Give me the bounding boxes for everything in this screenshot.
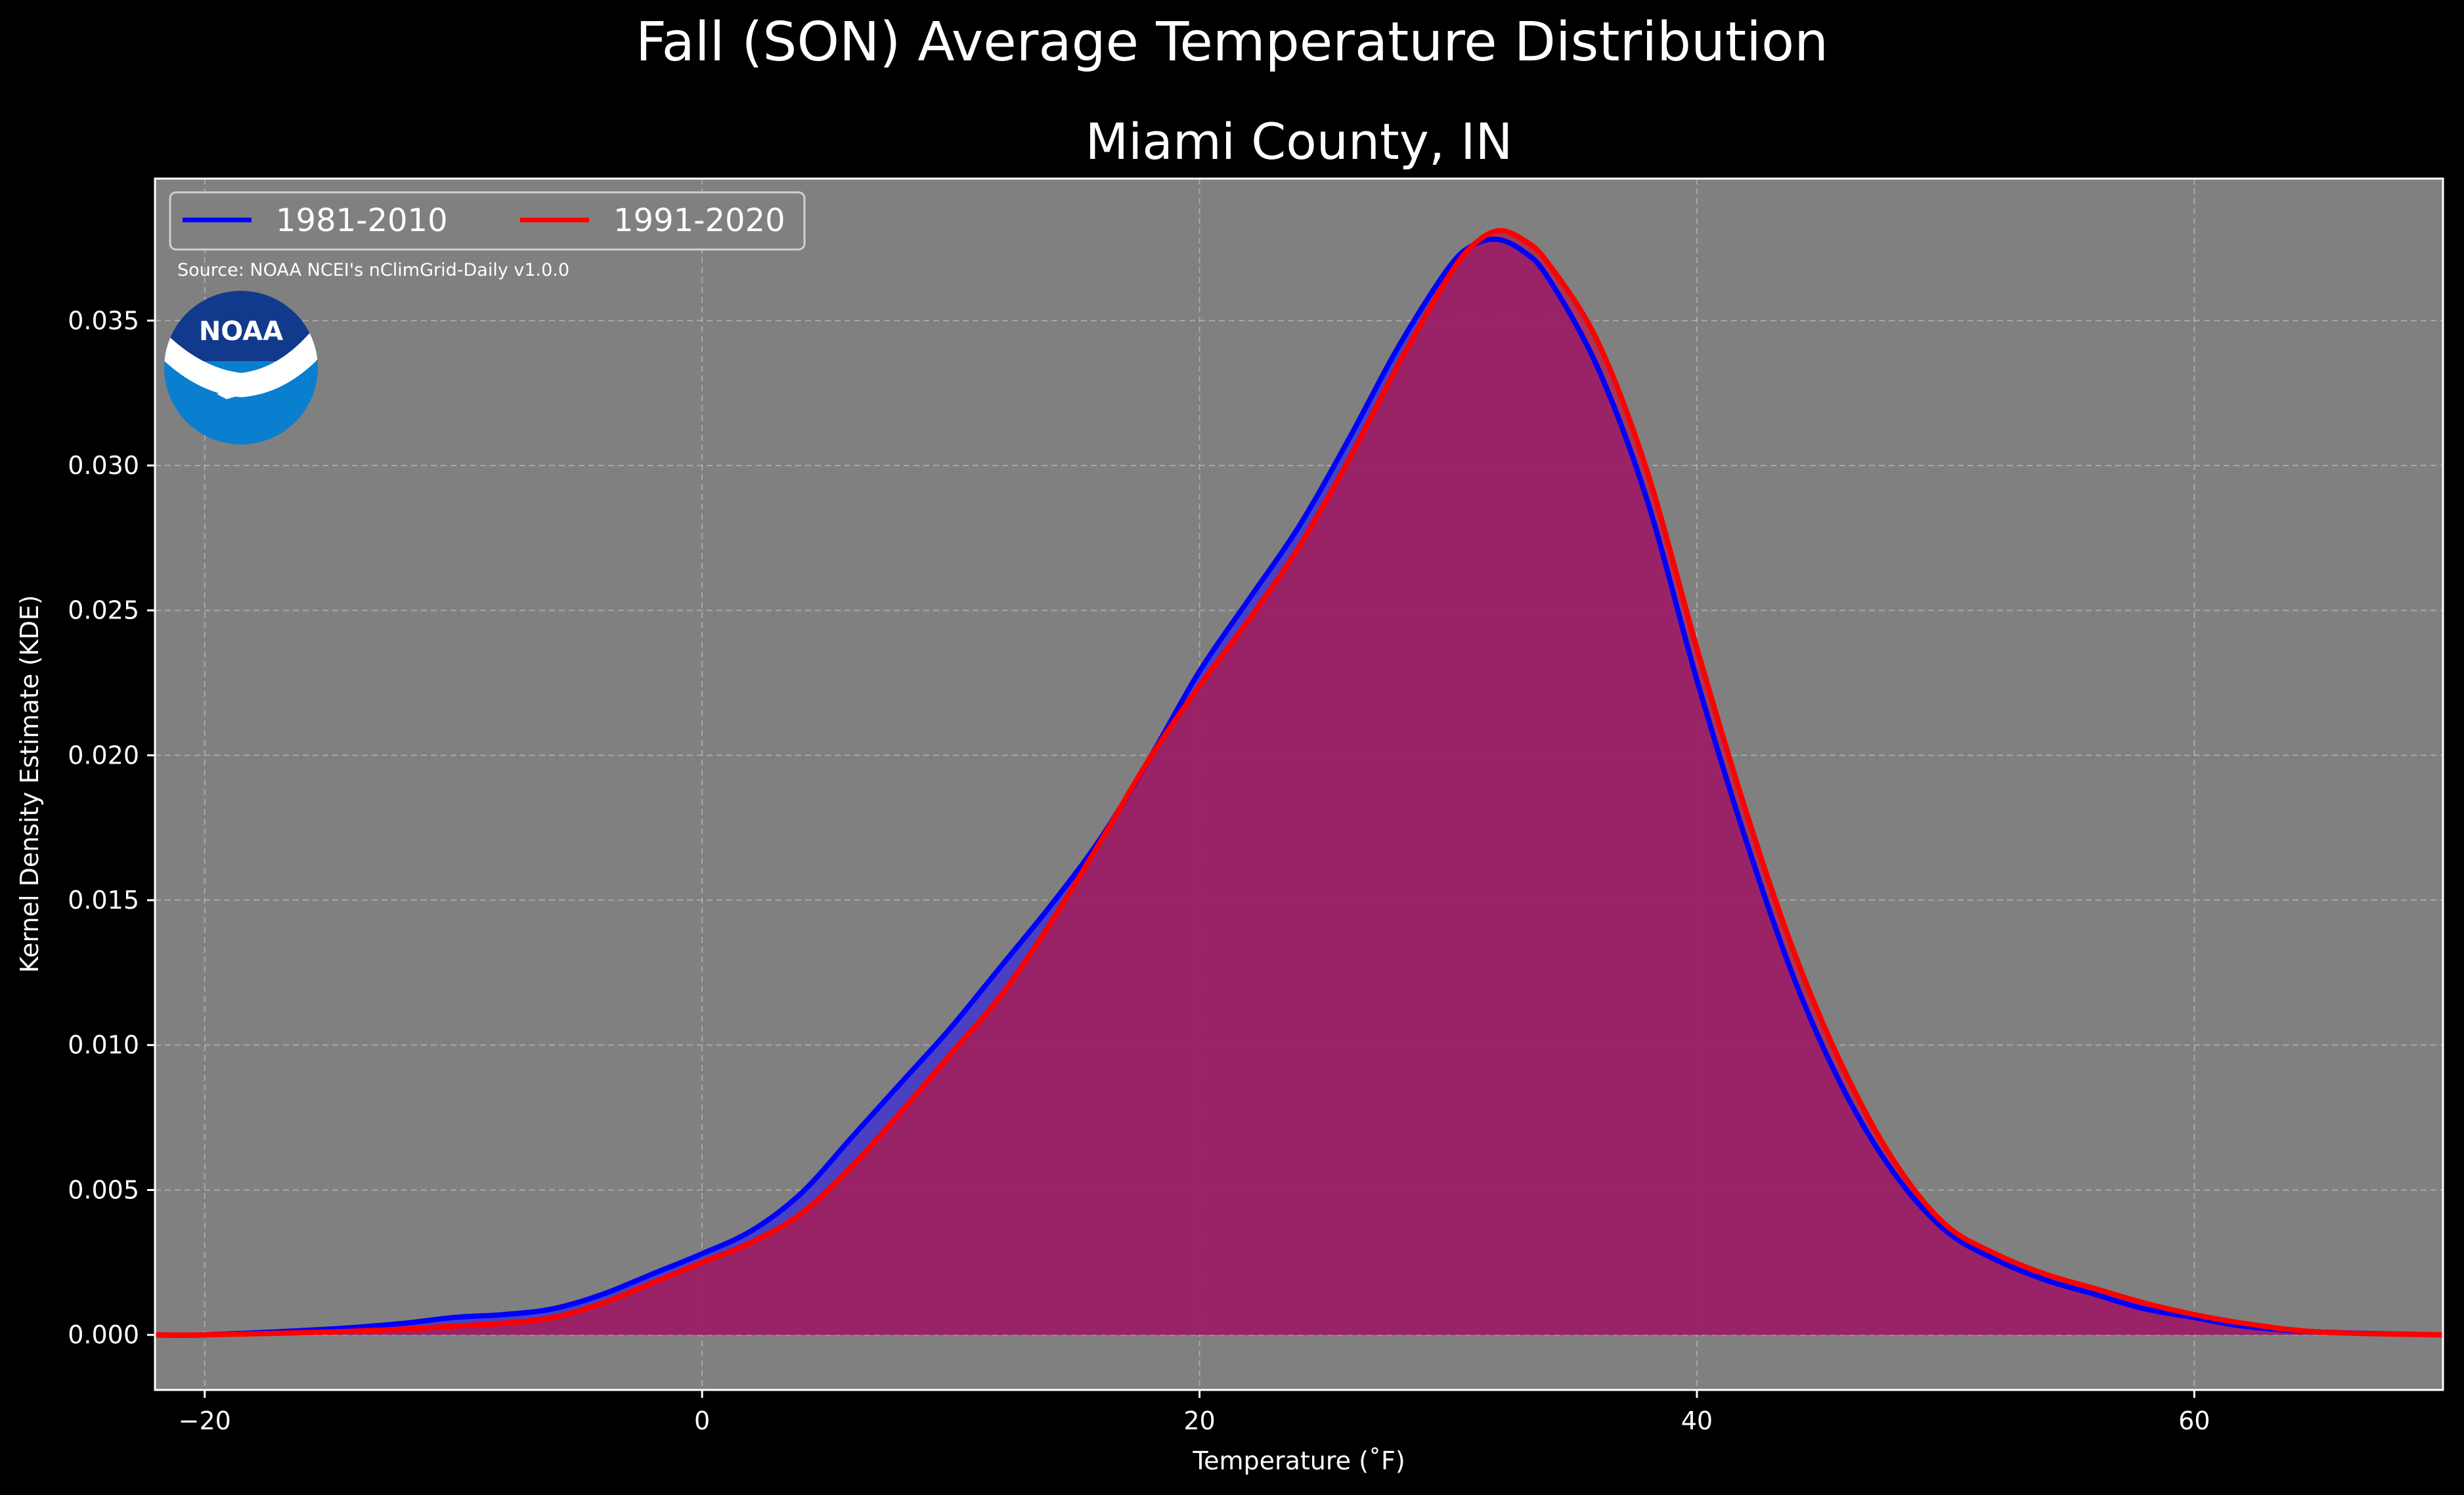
legend-box [169, 191, 806, 251]
y-tick-label: 0.025 [68, 596, 139, 625]
x-tick-label: 40 [1681, 1406, 1713, 1435]
svg-text:NOAA: NOAA [199, 316, 283, 347]
series-lines [154, 228, 2444, 1338]
x-tick-label: 60 [2178, 1406, 2210, 1435]
legend-label-1991-2020: 1991-2020 [613, 202, 785, 239]
x-axis-label: Temperature (˚F) [1192, 1446, 1405, 1475]
y-tick-label: 0.000 [68, 1320, 139, 1349]
x-tick-label: 20 [1183, 1406, 1215, 1435]
x-axis-ticks: −20 0 20 40 60 [179, 1390, 2210, 1435]
series-line-1981-2010 [154, 236, 2444, 1338]
x-tick-label: −20 [179, 1406, 231, 1435]
x-tick-label: 0 [694, 1406, 710, 1435]
y-tick-label: 0.035 [68, 306, 139, 335]
chart-subtitle: Miami County, IN [1086, 112, 1513, 171]
series-line-1991-2020 [154, 228, 2444, 1338]
y-tick-label: 0.015 [68, 886, 139, 915]
y-tick-label: 0.010 [68, 1031, 139, 1060]
plot-frame [154, 177, 2444, 1391]
y-tick-label: 0.030 [68, 451, 139, 480]
legend-label-1981-2010: 1981-2010 [276, 202, 448, 239]
y-axis-label: Kernel Density Estimate (KDE) [15, 595, 44, 973]
series-fills [155, 230, 2443, 1335]
y-axis-ticks: 0.000 0.005 0.010 0.015 0.020 0.025 0.030 0.035 [68, 306, 155, 1349]
source-annotation: Source: NOAA NCEI's nClimGrid-Daily v1.0… [177, 260, 569, 280]
area-fill-1991-2020 [155, 230, 2443, 1335]
chart-title: Fall (SON) Average Temperature Distribut… [636, 11, 1828, 74]
y-tick-label: 0.005 [68, 1175, 139, 1204]
y-tick-label: 0.020 [68, 741, 139, 769]
legend: 1981-2010 1991-2020 [169, 191, 806, 251]
